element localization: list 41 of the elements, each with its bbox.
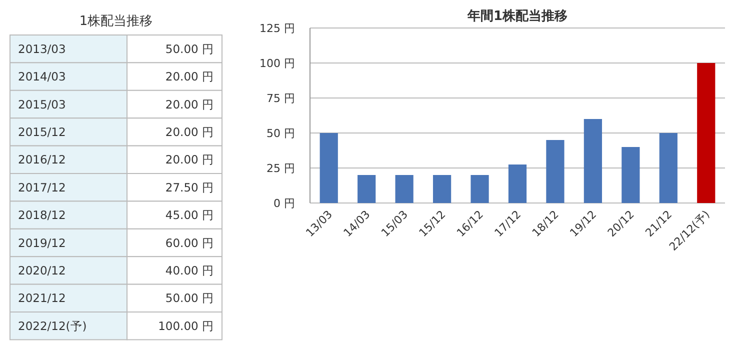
text: 20.00 円: [165, 152, 214, 167]
bar: [584, 119, 602, 203]
text: 27.50 円: [165, 180, 214, 194]
text: 40.00 円: [165, 263, 214, 278]
y-tick-label: 25 円: [266, 162, 295, 175]
y-tick-label: 50 円: [266, 127, 295, 140]
category-label: 2016/12: [18, 152, 66, 167]
category-label: 2019/12: [18, 236, 66, 250]
bar: [432, 175, 452, 203]
bar: [358, 175, 376, 203]
chart-title: 年間1株配当推移: [466, 9, 568, 24]
text: 100.00 円: [158, 318, 214, 333]
text: 50.00 円: [165, 42, 214, 56]
category-label: 2021/12: [18, 291, 66, 306]
y-tick-label: 75 円: [266, 92, 295, 105]
category-label: 2018/12: [18, 208, 66, 222]
text: 20.00 円: [165, 97, 214, 112]
bar: [508, 164, 527, 203]
y-tick-label: 125 円: [260, 22, 295, 35]
text: 60.00 円: [165, 236, 214, 250]
category-label: 2017/12: [18, 180, 66, 194]
category-label: 2022/12(予): [18, 318, 87, 333]
text: 1株配当推移: [79, 14, 153, 29]
text: 20.00 円: [165, 70, 214, 84]
bar: [320, 133, 338, 203]
category-label: 2014/03: [18, 70, 66, 84]
bar: [395, 175, 414, 203]
bar: [546, 140, 564, 203]
category-label: 2013/03: [18, 42, 66, 56]
category-label: 2015/03: [18, 97, 66, 112]
text: 50.00 円: [165, 291, 214, 306]
text: 20.00 円: [165, 124, 214, 139]
bar: [697, 63, 716, 203]
bar: [470, 175, 489, 203]
category-label: 2020/12: [18, 263, 66, 278]
y-tick-label: 100 円: [260, 57, 295, 70]
bar: [659, 133, 678, 203]
y-tick-label: 0 円: [274, 197, 295, 210]
text: 45.00 円: [165, 208, 214, 222]
category-label: 2015/12: [18, 124, 66, 139]
bar: [622, 147, 640, 203]
